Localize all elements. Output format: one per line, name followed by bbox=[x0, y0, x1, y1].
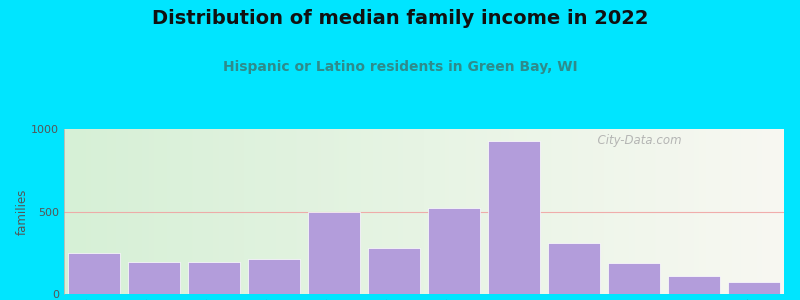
Bar bbox=[728, 283, 781, 294]
Bar bbox=[248, 259, 301, 294]
Bar bbox=[428, 208, 480, 294]
Text: City-Data.com: City-Data.com bbox=[590, 134, 682, 147]
Y-axis label: families: families bbox=[15, 188, 28, 235]
Text: Hispanic or Latino residents in Green Bay, WI: Hispanic or Latino residents in Green Ba… bbox=[222, 60, 578, 74]
Bar bbox=[488, 140, 541, 294]
Bar bbox=[368, 248, 421, 294]
Bar bbox=[608, 263, 661, 294]
Text: Distribution of median family income in 2022: Distribution of median family income in … bbox=[152, 9, 648, 28]
Bar bbox=[188, 262, 241, 294]
Bar bbox=[67, 253, 121, 294]
Bar bbox=[667, 276, 721, 294]
Bar bbox=[128, 262, 180, 294]
Bar bbox=[308, 212, 361, 294]
Bar bbox=[547, 243, 601, 294]
